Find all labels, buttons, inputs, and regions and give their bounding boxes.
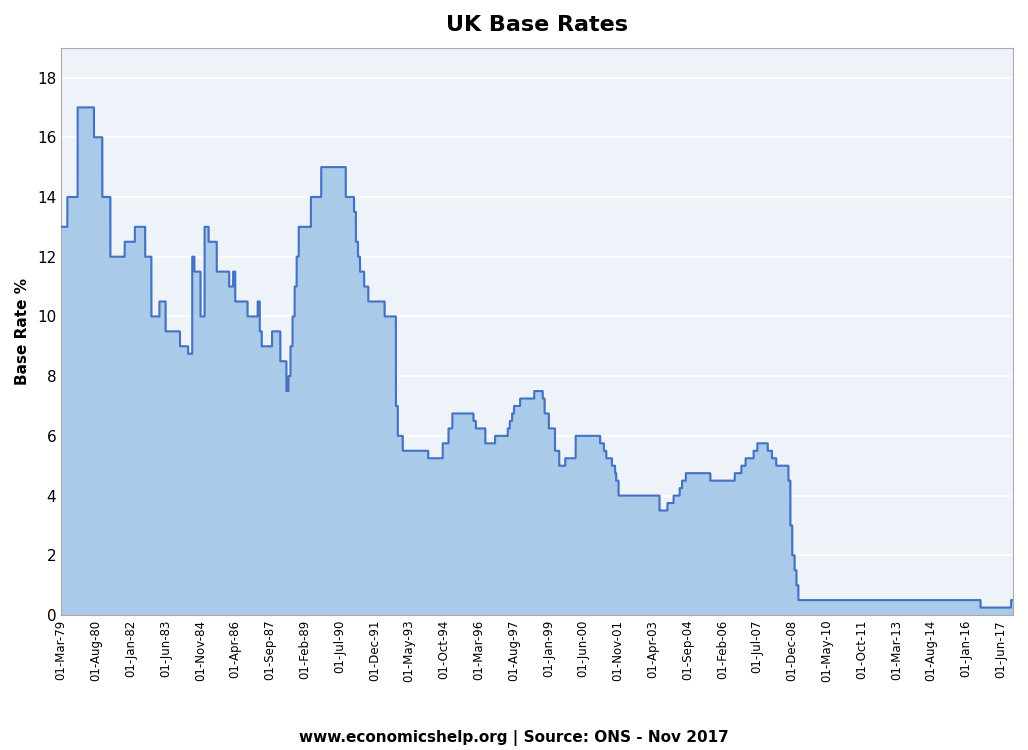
Title: UK Base Rates: UK Base Rates xyxy=(446,15,628,35)
Text: www.economicshelp.org | Source: ONS - Nov 2017: www.economicshelp.org | Source: ONS - No… xyxy=(299,730,729,746)
Y-axis label: Base Rate %: Base Rate % xyxy=(15,278,30,385)
